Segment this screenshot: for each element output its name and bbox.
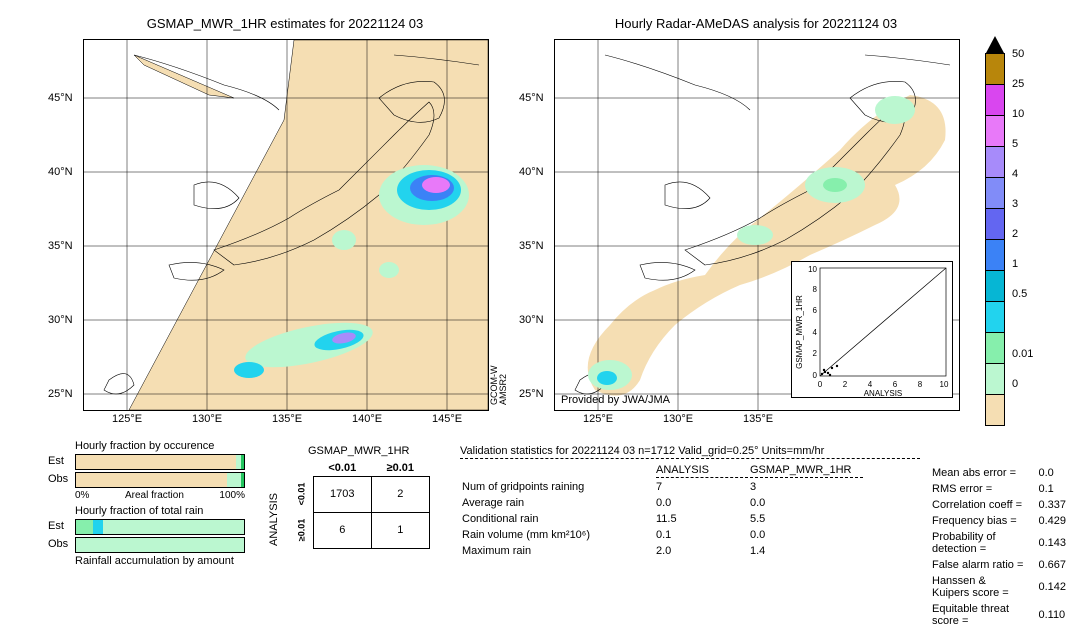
- contingency-row-header: ANALYSIS: [268, 493, 280, 546]
- map-title-right: Hourly Radar-AMeDAS analysis for 2022112…: [554, 16, 958, 31]
- svg-text:8: 8: [813, 285, 818, 294]
- ct-cell: 6: [313, 512, 371, 548]
- contingency-col-header: GSMAP_MWR_1HR: [308, 445, 409, 457]
- svg-text:0: 0: [818, 380, 823, 389]
- xtick: 125°E: [112, 413, 142, 425]
- svg-text:GSMAP_MWR_1HR: GSMAP_MWR_1HR: [795, 295, 804, 369]
- ytick: 25°N: [48, 388, 73, 400]
- svg-text:8: 8: [918, 380, 923, 389]
- validation-stats: Validation statistics for 20221124 03 n=…: [460, 445, 920, 560]
- inset-scatter: 0 2 4 6 8 10 ANALYSIS 0 2 4 6 8 10 GSMAP_MWR_1HR: [791, 261, 953, 398]
- xtick: 140°E: [352, 413, 382, 425]
- xtick: 125°E: [583, 413, 613, 425]
- barchart-title3: Rainfall accumulation by amount: [75, 555, 245, 567]
- xtick: 135°E: [272, 413, 302, 425]
- provided-by: Provided by JWA/JMA: [561, 394, 670, 406]
- ytick: 30°N: [519, 314, 544, 326]
- svg-text:4: 4: [868, 380, 873, 389]
- ytick: 45°N: [48, 92, 73, 104]
- ytick: 45°N: [519, 92, 544, 104]
- svg-text:4: 4: [813, 328, 818, 337]
- map-panel-left: [83, 39, 489, 411]
- contingency-table: <0.01 ≥0.01 <0.01 1703 2 ≥0.01 6 1: [290, 460, 430, 549]
- ct-cell: 1703: [313, 476, 371, 512]
- svg-text:0: 0: [813, 371, 818, 380]
- svg-text:2: 2: [813, 349, 818, 358]
- bar-row: Obs: [75, 472, 245, 488]
- ytick: 40°N: [519, 166, 544, 178]
- xtick: 130°E: [192, 413, 222, 425]
- validation-title: Validation statistics for 20221124 03 n=…: [460, 445, 920, 459]
- ytick: 35°N: [48, 240, 73, 252]
- bar-row: Obs: [75, 537, 245, 553]
- ct-cell: 1: [371, 512, 429, 548]
- bar-row: Est: [75, 454, 245, 470]
- svg-text:6: 6: [813, 306, 818, 315]
- ytick: 40°N: [48, 166, 73, 178]
- bar-row: Est: [75, 519, 245, 535]
- ytick: 30°N: [48, 314, 73, 326]
- colorbar: [985, 35, 1005, 426]
- barchart-title: Hourly fraction by occurence: [75, 440, 245, 452]
- svg-text:6: 6: [893, 380, 898, 389]
- ct-cell: 2: [371, 476, 429, 512]
- svg-text:2: 2: [843, 380, 848, 389]
- ytick: 25°N: [519, 388, 544, 400]
- hourly-fraction-occurrence: Hourly fraction by occurence EstObs 0% A…: [50, 440, 245, 567]
- xtick: 130°E: [663, 413, 693, 425]
- map-left-svg: [84, 40, 488, 410]
- sat-label: AMSR2: [498, 374, 508, 405]
- map-title-left: GSMAP_MWR_1HR estimates for 20221124 03: [83, 16, 487, 31]
- map-panel-right: Provided by JWA/JMA 0 2 4 6 8 10 ANALYSIS 0 2…: [554, 39, 960, 411]
- score-stats: Mean abs error =0.0RMS error =0.1Correla…: [930, 464, 1080, 630]
- xtick: 135°E: [743, 413, 773, 425]
- xtick: 145°E: [432, 413, 462, 425]
- barchart-title2: Hourly fraction of total rain: [75, 505, 245, 517]
- svg-text:10: 10: [940, 380, 949, 389]
- svg-text:10: 10: [808, 265, 817, 274]
- ytick: 35°N: [519, 240, 544, 252]
- svg-text:ANALYSIS: ANALYSIS: [864, 389, 903, 397]
